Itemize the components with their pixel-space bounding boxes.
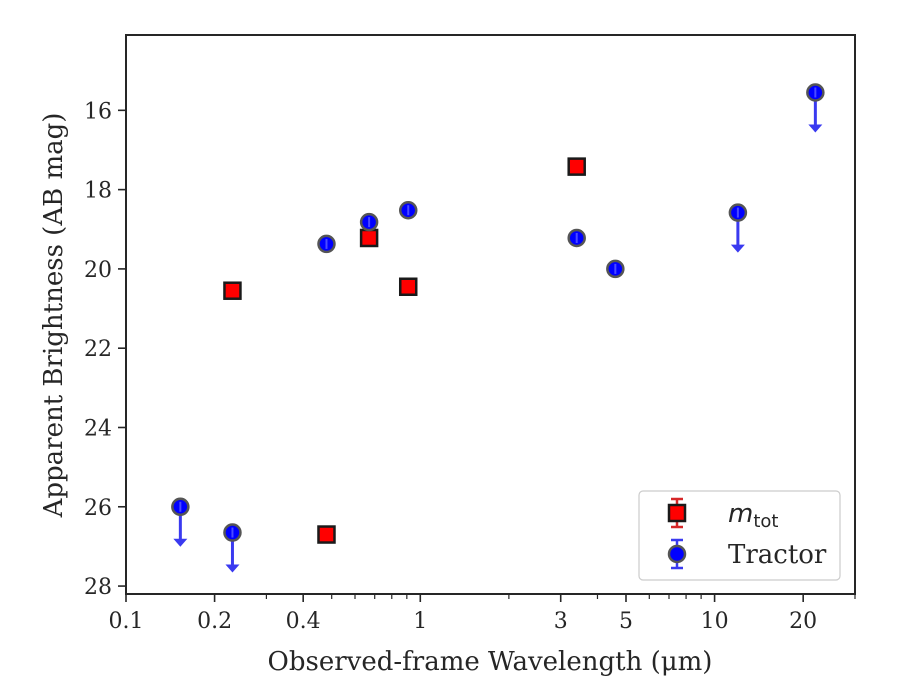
upper-limit-arrowhead: [808, 124, 823, 133]
legend-mtot-label: mtot: [728, 499, 778, 532]
x-axis-title: Observed-frame Wavelength (μm): [268, 647, 713, 677]
y-tick-label: 28: [84, 575, 112, 600]
x-tick-label: 3: [554, 609, 568, 634]
mtot-point: [398, 277, 418, 296]
y-tick-label: 22: [84, 337, 112, 362]
y-tick-label: 24: [84, 416, 112, 441]
y-tick-label: 16: [84, 99, 112, 124]
x-tick-label: 1: [413, 609, 427, 634]
mtot-point: [223, 281, 242, 300]
legend-mtot-marker: [667, 503, 687, 523]
mtot-point: [567, 157, 586, 176]
x-tick-label: 20: [789, 609, 817, 634]
x-tick-label: 5: [619, 609, 633, 634]
data-marks: [171, 83, 825, 573]
mtot-point: [359, 228, 379, 248]
axes: 0.1 0.2 0.4 1 3 5 10 20 16 18 20 22 24 26 28: [84, 34, 856, 634]
y-axis-title: Apparent Brightness (AB mag): [39, 113, 69, 519]
x-tick-label: 10: [701, 609, 729, 634]
legend: mtot Tractor: [638, 490, 841, 581]
upper-limit-arrowhead: [730, 244, 745, 253]
y-tick-label: 20: [84, 258, 112, 283]
legend-tractor-label: Tractor: [728, 540, 827, 570]
x-tick-label: 0.1: [109, 609, 144, 634]
y-tick-label: 18: [84, 179, 112, 204]
y-tick-label: 26: [84, 496, 112, 521]
mtot-point: [317, 525, 336, 544]
x-tick-label: 0.2: [197, 609, 232, 634]
upper-limit-arrowhead: [225, 564, 240, 573]
legend-tractor-marker: [667, 544, 687, 564]
upper-limit-arrowhead: [173, 538, 188, 547]
plot-frame: [125, 34, 856, 595]
x-tick-label: 0.4: [286, 609, 321, 634]
legend-box: [638, 490, 841, 581]
